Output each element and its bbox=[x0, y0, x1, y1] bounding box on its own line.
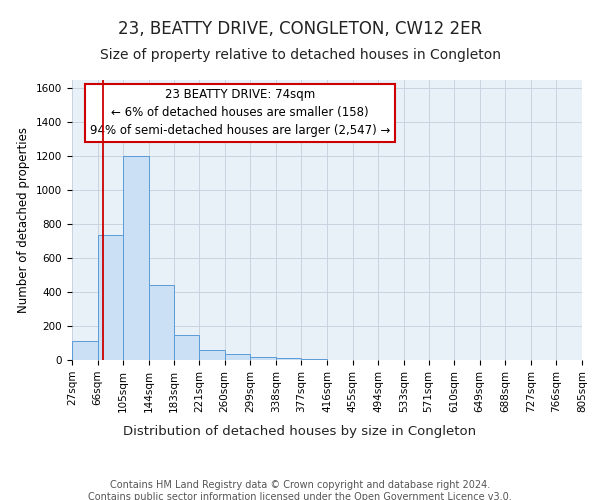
Text: 23 BEATTY DRIVE: 74sqm
← 6% of detached houses are smaller (158)
94% of semi-det: 23 BEATTY DRIVE: 74sqm ← 6% of detached … bbox=[90, 88, 391, 138]
Bar bbox=[199, 350, 225, 360]
Text: 23, BEATTY DRIVE, CONGLETON, CW12 2ER: 23, BEATTY DRIVE, CONGLETON, CW12 2ER bbox=[118, 20, 482, 38]
Text: Contains HM Land Registry data © Crown copyright and database right 2024.: Contains HM Land Registry data © Crown c… bbox=[110, 480, 490, 490]
Bar bbox=[72, 342, 98, 360]
Y-axis label: Number of detached properties: Number of detached properties bbox=[17, 127, 31, 313]
Text: Size of property relative to detached houses in Congleton: Size of property relative to detached ho… bbox=[100, 48, 500, 62]
Text: Contains public sector information licensed under the Open Government Licence v3: Contains public sector information licen… bbox=[88, 492, 512, 500]
Bar bbox=[174, 336, 199, 360]
Bar bbox=[225, 354, 250, 360]
Text: Distribution of detached houses by size in Congleton: Distribution of detached houses by size … bbox=[124, 425, 476, 438]
Bar bbox=[98, 236, 123, 360]
Bar bbox=[123, 156, 149, 360]
Bar bbox=[276, 358, 301, 360]
Bar bbox=[149, 286, 174, 360]
Bar bbox=[301, 359, 327, 360]
Bar bbox=[250, 358, 276, 360]
